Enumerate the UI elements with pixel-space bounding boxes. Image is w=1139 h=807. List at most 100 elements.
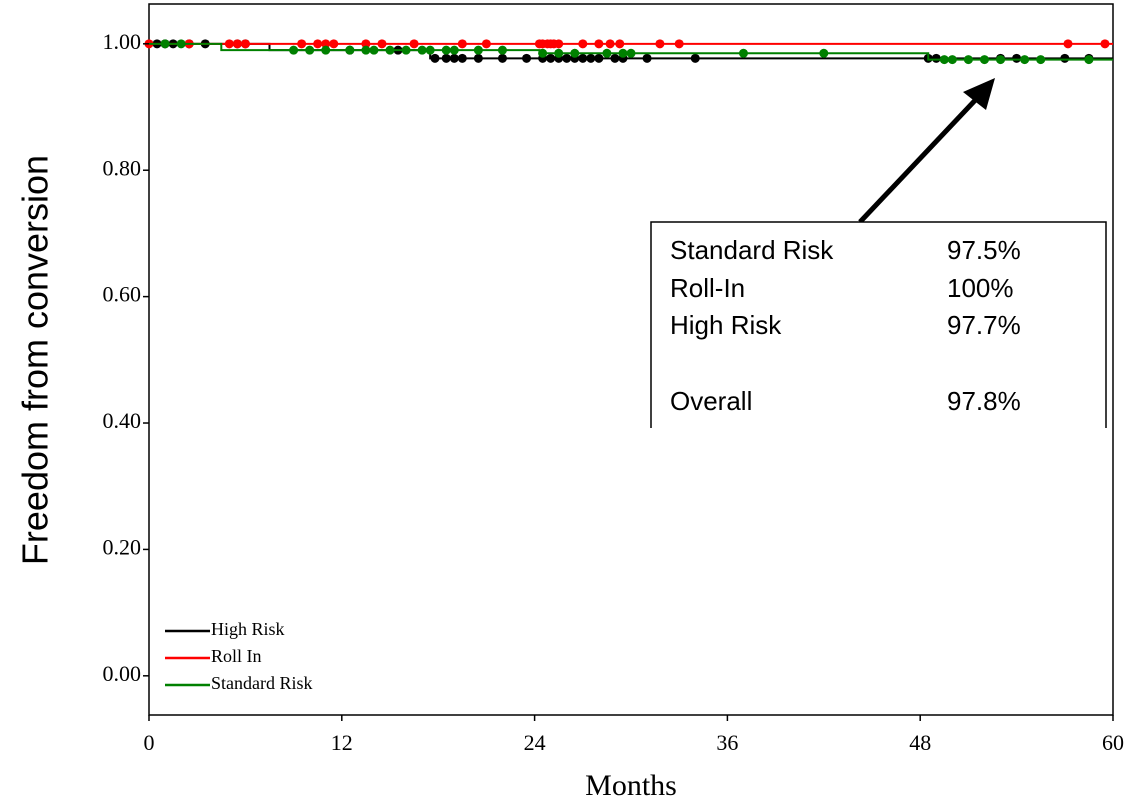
y-tick-label: 0.00 [103,661,142,686]
censor-point [626,48,636,58]
censor-point [361,39,371,49]
censor-point [570,48,580,58]
censor-point [240,39,250,49]
censor-point [457,39,467,49]
censor-point [538,48,548,58]
censor-point [497,53,507,63]
censor-point [605,39,615,49]
x-tick-label: 60 [1102,730,1124,755]
censor-point [554,39,564,49]
censor-point [594,39,604,49]
censor-point [425,45,435,55]
legend-label: High Risk [211,619,285,639]
y-tick-label: 1.00 [103,29,142,54]
censor-point [305,45,315,55]
censor-point [473,53,483,63]
annotation-value: 97.7% [947,310,1021,340]
censor-point [449,53,459,63]
censor-point [441,53,451,63]
annotation-value: 97.8% [947,386,1021,416]
censor-point [1100,39,1110,49]
x-tick-label: 36 [716,730,738,755]
censor-point [224,39,234,49]
censor-point [441,45,451,55]
y-tick-label: 0.20 [103,534,142,559]
censor-point [289,45,299,55]
censor-point [610,53,620,63]
censor-point [996,55,1006,65]
censor-point [481,39,491,49]
censor-point [232,39,242,49]
censor-point [417,45,427,55]
censor-point [313,39,323,49]
censor-point [655,39,665,49]
censor-point [819,48,829,58]
censor-point [385,45,395,55]
censor-point [369,45,379,55]
y-tick-label: 0.40 [103,408,142,433]
censor-point [594,53,604,63]
censor-point [522,53,532,63]
censor-point [361,45,371,55]
annotation: Standard Risk 97.5% Roll-In 100% High Risk 97… [144,39,1113,428]
censor-point [602,48,612,58]
censor-point [554,48,564,58]
censor-point [457,53,467,63]
censor-point [1036,55,1046,65]
censor-point [297,39,307,49]
annotation-label: High Risk [670,310,782,340]
censor-point [176,39,186,49]
censor-point [321,39,331,49]
censor-point [642,53,652,63]
censor-point [401,45,411,55]
censor-point [947,55,957,65]
censor-point [1084,55,1094,65]
annotation-label: Standard Risk [670,235,834,265]
censor-point [979,55,989,65]
censor-point [546,53,556,63]
censor-point [409,39,419,49]
censor-point [963,55,973,65]
censor-point [449,45,459,55]
censor-point [430,53,440,63]
y-tick-label: 0.60 [103,282,142,307]
x-tick-label: 48 [909,730,931,755]
annotation-value: 97.5% [947,235,1021,265]
censor-point [586,53,596,63]
arrow-head [963,78,995,110]
censor-point [329,39,339,49]
censor-point [615,39,625,49]
censor-point [578,53,588,63]
censor-point [1063,39,1073,49]
legend-label: Standard Risk [211,673,313,693]
x-axis-label: Months [585,769,677,802]
censor-point [578,39,588,49]
x-tick-label: 12 [331,730,353,755]
censor-point [674,39,684,49]
censor-point [160,39,170,49]
censor-point [1020,55,1030,65]
x-tick-label: 0 [144,730,155,755]
plot-frame [148,3,1114,716]
censor-point [321,45,331,55]
annotation-box [650,221,1107,428]
censor-point [562,53,572,63]
y-axis-label: Freedom from conversion [15,155,56,565]
censor-point [1012,53,1022,63]
annotation-value: 100% [947,273,1014,303]
censor-point [738,48,748,58]
arrow [858,91,984,224]
censor-point [497,45,507,55]
legend-label: Roll In [211,646,262,666]
x-tick-label: 24 [524,730,546,755]
annotation-label: Roll-In [670,273,745,303]
censor-point [931,53,941,63]
annotation-label: Overall [670,386,752,416]
censor-point [1060,53,1070,63]
censor-point [345,45,355,55]
censor-point [690,53,700,63]
y-tick-label: 0.80 [103,155,142,180]
censor-point [939,55,949,65]
censor-point [618,48,628,58]
